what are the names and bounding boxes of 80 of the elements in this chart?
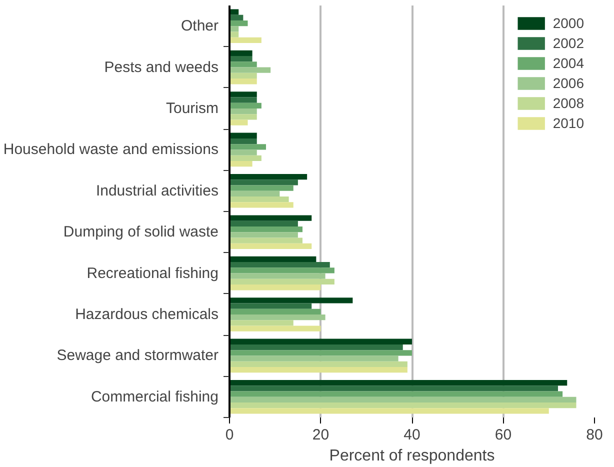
- bar: [230, 232, 298, 238]
- y-tick-label: Tourism: [166, 100, 219, 117]
- bar: [230, 284, 321, 290]
- bar: [230, 196, 289, 202]
- legend-label: 2010: [552, 115, 584, 131]
- bar: [230, 114, 257, 120]
- bar: [230, 174, 308, 180]
- bar: [230, 314, 326, 320]
- bar: [230, 298, 353, 304]
- bar: [230, 268, 334, 274]
- bar: [230, 120, 248, 126]
- bar: [230, 278, 334, 285]
- y-tick-label: Hazardous chemicals: [75, 306, 219, 323]
- x-tick-label: 40: [404, 426, 420, 444]
- bar: [230, 366, 408, 373]
- bar: [230, 72, 257, 79]
- bar: [230, 320, 294, 326]
- bar: [230, 256, 316, 262]
- y-tick-label: Commercial fishing: [90, 388, 219, 406]
- bar: [230, 396, 576, 403]
- bar: [230, 50, 252, 56]
- bar: [230, 67, 271, 73]
- bar: [230, 62, 257, 68]
- bar: [230, 160, 252, 167]
- bar: [230, 92, 257, 98]
- bar: [230, 56, 252, 62]
- bar: [230, 226, 302, 232]
- bar: [230, 202, 294, 208]
- legend-label: 2004: [552, 55, 584, 71]
- bar: [230, 273, 326, 279]
- y-tick-label: Recreational fishing: [86, 264, 219, 282]
- x-tick-label: 80: [586, 426, 603, 444]
- bar: [230, 190, 280, 197]
- legend-label: 2000: [552, 15, 584, 31]
- bar: [230, 150, 257, 156]
- bar: [230, 326, 321, 332]
- bar: [230, 350, 412, 356]
- bar: [230, 155, 262, 161]
- bar: [230, 238, 302, 244]
- bar: [230, 380, 568, 386]
- bar: [230, 356, 398, 362]
- bar: [230, 243, 312, 249]
- bar: [230, 391, 563, 397]
- bar: [230, 144, 266, 150]
- y-tick-label: Industrial activities: [96, 182, 219, 200]
- bar: [230, 78, 257, 84]
- y-tick-label: Dumping of solid waste: [63, 224, 218, 241]
- y-tick-label: Sewage and stormwater: [56, 347, 219, 364]
- x-tick-label: 60: [494, 426, 512, 444]
- bar: [230, 361, 408, 367]
- x-tick-label: 20: [312, 426, 330, 444]
- bar: [230, 386, 558, 392]
- bar: [230, 402, 576, 408]
- bar: [230, 97, 257, 103]
- x-tick-label: 0: [225, 426, 234, 444]
- bar: [230, 37, 262, 43]
- bar: [230, 262, 330, 268]
- y-tick-label: Pests and weeds: [104, 58, 219, 76]
- bar: [230, 308, 321, 314]
- x-axis-title: Percent of respondents: [329, 448, 495, 464]
- bar: [230, 102, 262, 108]
- legend-label: 2008: [552, 95, 584, 111]
- bar: [230, 132, 257, 138]
- bar: [230, 215, 312, 221]
- bar: [230, 344, 403, 350]
- bar: [230, 338, 412, 344]
- bar: [230, 138, 257, 144]
- legend-label: 2006: [552, 75, 584, 91]
- bar: [230, 303, 312, 309]
- y-tick-label: Household waste and emissions: [3, 141, 219, 158]
- legend-label: 2002: [552, 35, 584, 51]
- bar: [230, 408, 549, 414]
- bar: [230, 20, 248, 26]
- bar: [230, 108, 257, 114]
- y-tick-label: Other: [180, 18, 219, 35]
- bar: [230, 9, 239, 15]
- bar: [230, 220, 298, 226]
- bar: [230, 180, 298, 186]
- bar: [230, 32, 239, 38]
- bar: [230, 185, 294, 191]
